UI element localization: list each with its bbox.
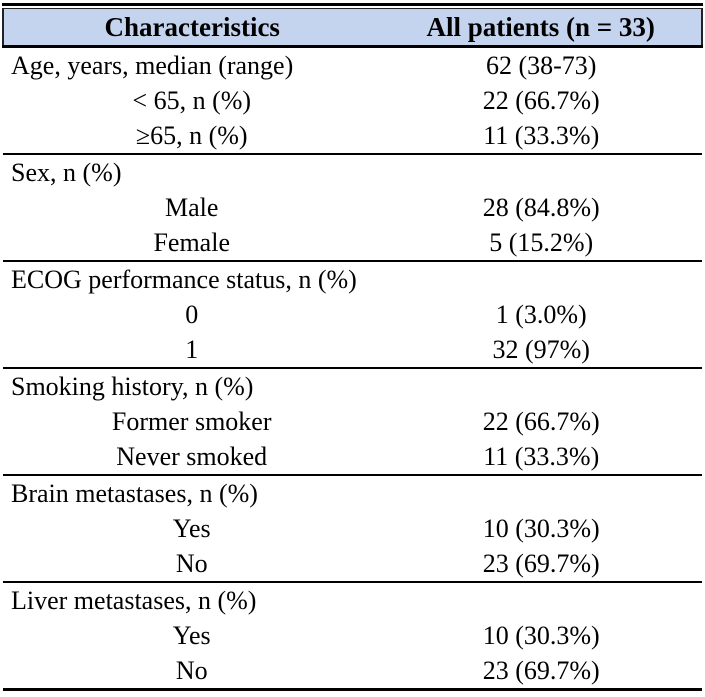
- table-row: 0 1 (3.0%): [3, 297, 702, 332]
- table-row: No 23 (69.7%): [3, 653, 702, 690]
- header-cell-characteristics: Characteristics: [1, 8, 381, 48]
- table-row: Yes 10 (30.3%): [3, 618, 702, 653]
- row-value: 10 (30.3%): [482, 513, 600, 543]
- row-label: ≥65, n (%): [135, 120, 248, 150]
- table-row: Age, years, median (range) 62 (38-73): [3, 47, 702, 84]
- table-row: Brain metastases, n (%): [3, 475, 702, 511]
- table-section-age: Age, years, median (range) 62 (38-73) < 65…: [3, 47, 702, 155]
- patient-characteristics-table: Characteristics All patients (n = 33) Ag…: [1, 8, 703, 691]
- row-label: Liver metastases, n (%): [11, 585, 257, 615]
- table-row: Former smoker 22 (66.7%): [3, 404, 702, 439]
- table-row: Yes 10 (30.3%): [3, 511, 702, 546]
- table-section-sex: Sex, n (%) Male 28 (84.8%) Female 5 (15.2%): [3, 154, 702, 261]
- table-row: 1 32 (97%): [3, 332, 702, 368]
- row-label: Sex, n (%): [11, 157, 122, 187]
- row-label: Former smoker: [111, 406, 272, 436]
- table-row: Never smoked 11 (33.3%): [3, 439, 702, 475]
- row-label: Smoking history, n (%): [11, 371, 254, 401]
- row-value: [380, 261, 702, 297]
- table-section-smoking: Smoking history, n (%) Former smoker 22 (6…: [3, 368, 702, 475]
- row-label: 0: [185, 299, 199, 329]
- table-section-ecog: ECOG performance status, n (%) 0 1 (3.0%) 1…: [3, 261, 702, 368]
- row-value: 23 (69.7%): [482, 548, 600, 578]
- row-label: Yes: [172, 620, 211, 650]
- table-row: Liver metastases, n (%): [3, 582, 702, 618]
- row-value: 10 (30.3%): [482, 620, 600, 650]
- header-cell-all-patients: All patients (n = 33): [380, 8, 703, 48]
- table-row: Male 28 (84.8%): [3, 190, 702, 225]
- row-value: 5 (15.2%): [489, 227, 594, 257]
- table-section-brain-metastases: Brain metastases, n (%) Yes 10 (30.3%) No 23…: [3, 475, 702, 582]
- row-value: [380, 475, 702, 511]
- table-row: No 23 (69.7%): [3, 546, 702, 582]
- row-label: 1: [185, 334, 199, 364]
- table-header: Characteristics All patients (n = 33): [1, 8, 703, 48]
- table-row: < 65, n (%) 22 (66.7%): [3, 83, 702, 118]
- table-row: Smoking history, n (%): [3, 368, 702, 404]
- table-row: Sex, n (%): [3, 154, 702, 190]
- row-label: Female: [153, 227, 230, 257]
- row-value: 22 (66.7%): [482, 406, 600, 436]
- row-value: 11 (33.3%): [483, 120, 600, 150]
- table-row: ECOG performance status, n (%): [3, 261, 702, 297]
- table-row: ≥65, n (%) 11 (33.3%): [3, 118, 702, 154]
- row-label: No: [175, 548, 208, 578]
- row-value: [380, 154, 702, 190]
- table-row: Female 5 (15.2%): [3, 225, 702, 261]
- row-value: 11 (33.3%): [483, 441, 600, 471]
- row-label: Never smoked: [116, 441, 268, 471]
- row-label: ECOG performance status, n (%): [11, 264, 357, 294]
- row-label: < 65, n (%): [132, 85, 252, 115]
- row-label: Brain metastases, n (%): [11, 478, 258, 508]
- row-value: 28 (84.8%): [482, 192, 600, 222]
- table-section-liver-metastases: Liver metastases, n (%) Yes 10 (30.3%) No 23…: [3, 582, 702, 690]
- table-top-rule: [2, 3, 703, 6]
- row-value: 1 (3.0%): [495, 299, 587, 329]
- row-label: No: [175, 655, 208, 685]
- row-value: [380, 368, 702, 404]
- row-value: 23 (69.7%): [482, 655, 600, 685]
- row-label: Yes: [172, 513, 211, 543]
- row-value: 62 (38-73): [485, 50, 597, 80]
- row-value: 32 (97%): [492, 334, 590, 364]
- row-value: [380, 582, 702, 618]
- row-label: Male: [165, 192, 219, 222]
- row-value: 22 (66.7%): [482, 85, 600, 115]
- row-label: Age, years, median (range): [11, 50, 294, 80]
- header-row: Characteristics All patients (n = 33): [1, 8, 703, 48]
